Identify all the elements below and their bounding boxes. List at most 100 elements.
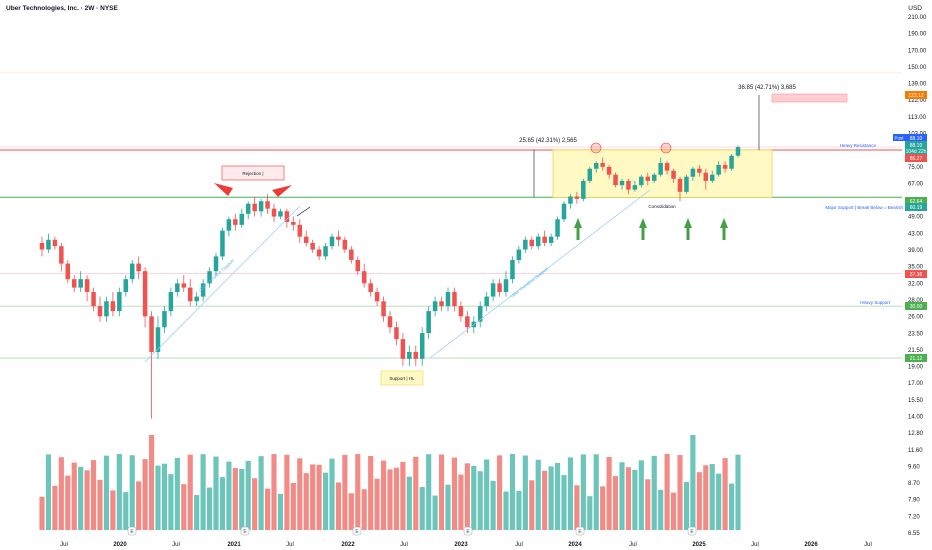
price-tag-label: 123.12	[908, 93, 924, 99]
volume-bar	[142, 459, 148, 530]
candle-body	[200, 283, 206, 297]
price-tick-label: 210.00	[908, 15, 927, 21]
candle-body	[91, 292, 96, 307]
price-tick-label: 122.00	[908, 98, 927, 104]
price-tag-label: 86.27	[910, 156, 923, 162]
price-tag	[905, 354, 927, 362]
candle-body	[233, 219, 238, 225]
candle-body	[136, 263, 141, 272]
volume-bar	[342, 454, 348, 530]
price-tag-label: 60.19	[910, 205, 923, 211]
candle-body	[452, 292, 457, 307]
candle-body	[600, 163, 605, 167]
volume-bar	[464, 463, 470, 530]
candle-body	[123, 279, 129, 293]
time-tick-label: Jul	[400, 542, 408, 548]
volume-bar	[542, 470, 548, 530]
volume-bar	[419, 486, 425, 530]
time-tick-label: 2026	[804, 542, 818, 548]
candle-body	[613, 174, 618, 186]
volume-bar	[716, 473, 722, 530]
candle-body	[729, 155, 734, 169]
heavy-resistance-label: Heavy Resistance	[840, 143, 877, 148]
volume-bar	[252, 478, 258, 530]
price-tick-label: 15.50	[908, 398, 924, 404]
candle-body	[239, 213, 245, 225]
volume-bar	[426, 454, 432, 530]
volume-bar	[690, 435, 696, 530]
candle-body	[561, 203, 567, 220]
volume-bar	[129, 455, 135, 530]
volume-bar	[148, 435, 155, 530]
volume-bar	[213, 456, 219, 530]
zones	[0, 72, 902, 359]
candle-body	[529, 239, 535, 247]
volume-bar	[155, 465, 161, 530]
earnings-marker-label: E	[578, 529, 582, 535]
candle-body	[265, 201, 270, 209]
candle-body	[245, 203, 251, 214]
currency-label: USD	[908, 5, 922, 12]
candle-body	[323, 246, 328, 257]
candle-body	[59, 246, 64, 264]
price-tick-label: 190.00	[908, 32, 927, 38]
volume-bar	[368, 455, 374, 530]
volume-bar	[664, 454, 670, 530]
volume-bar	[187, 454, 193, 530]
price-tick-label: 75.00	[908, 165, 924, 171]
candle-body	[400, 339, 406, 359]
candle-body	[503, 279, 509, 293]
volume-bar	[593, 454, 599, 530]
price-tag-label: 21.12	[910, 356, 923, 362]
candles	[39, 145, 741, 419]
volume-bar	[651, 455, 657, 530]
candle-body	[71, 279, 77, 288]
candle-body	[458, 306, 464, 317]
volume-bar	[245, 460, 251, 530]
volume-bar	[587, 496, 593, 530]
candle-body	[316, 249, 322, 257]
volume-bar	[329, 458, 335, 530]
time-tick-label: 2021	[227, 542, 241, 548]
volume-bar	[516, 490, 522, 530]
volume-bar	[484, 459, 490, 530]
candle-body	[117, 292, 122, 312]
volume-bar	[703, 465, 709, 530]
volume-bar	[670, 492, 677, 530]
candle-body	[213, 256, 219, 272]
candle-body	[574, 196, 580, 199]
price-tick-label: 139.00	[908, 82, 927, 88]
earnings-marker	[352, 526, 362, 536]
volume-bar	[554, 462, 561, 530]
volume-bar	[71, 462, 77, 530]
volume-bar	[103, 455, 110, 530]
candle-body	[162, 311, 167, 328]
volume-bar	[503, 491, 509, 530]
candle-body	[555, 219, 560, 237]
time-tick-label: Jul	[629, 542, 637, 548]
volume-bar	[477, 471, 483, 530]
candle-body	[387, 316, 393, 328]
candle-body	[355, 259, 361, 272]
candle-body	[39, 242, 45, 250]
candle-body	[342, 239, 348, 250]
volume-bar	[239, 468, 245, 530]
volume-bar	[509, 454, 516, 530]
volume-bar	[310, 464, 316, 530]
volume-bar	[90, 460, 97, 530]
support-hl-box	[380, 370, 424, 386]
earnings-marker	[240, 526, 250, 536]
price-tick-label: 9.60	[908, 464, 920, 470]
volume-bar	[645, 479, 651, 530]
time-tick-label: Jul	[515, 542, 523, 548]
candle-body	[220, 230, 225, 257]
volume-bar	[496, 455, 503, 530]
volume-bar	[78, 466, 84, 530]
candle-body	[155, 327, 161, 352]
volume-bar	[219, 477, 226, 530]
candle-body	[226, 219, 232, 231]
price-tick-label: 43.00	[908, 231, 924, 237]
earnings-marker	[575, 526, 585, 536]
candle-body	[535, 236, 541, 247]
